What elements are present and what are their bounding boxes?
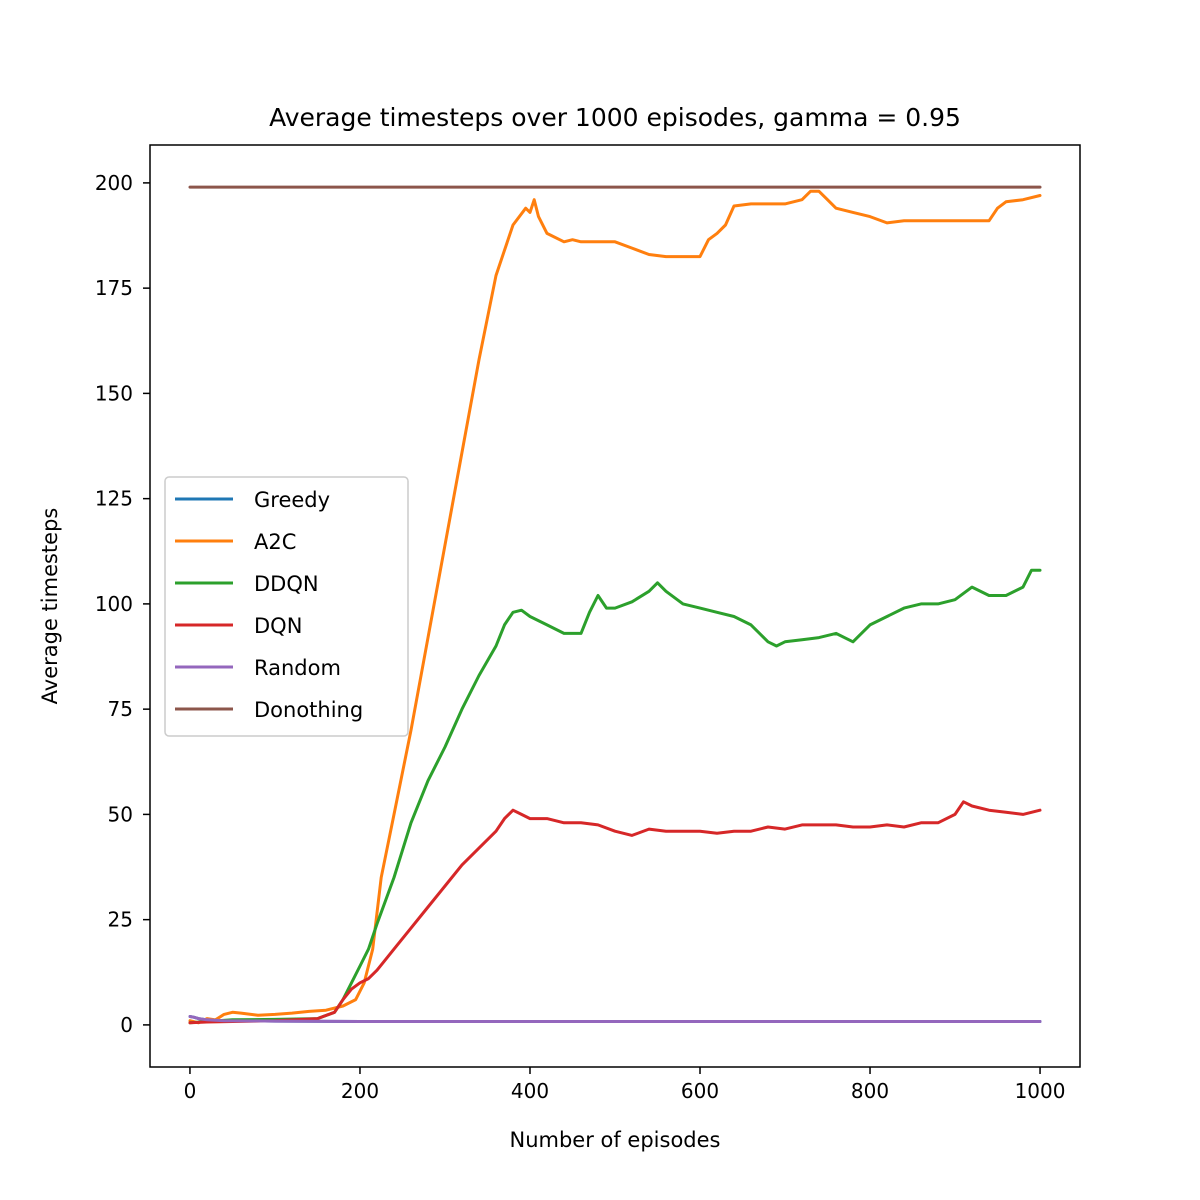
series-line-random [188, 1015, 1042, 1023]
x-tick-label: 1000 [1015, 1079, 1066, 1103]
y-tick-label: 100 [95, 592, 133, 616]
series-line-dqn [188, 800, 1042, 1025]
y-tick-label: 200 [95, 171, 133, 195]
legend-label-a2c: A2C [254, 530, 296, 554]
y-tick-label: 150 [95, 381, 133, 405]
legend: Greedy A2C DDQN DQN Random Donothing [164, 476, 409, 737]
x-tick-label: 800 [851, 1079, 889, 1103]
x-tick-label: 0 [184, 1079, 197, 1103]
y-tick-label: 50 [108, 802, 133, 826]
y-tick-label: 25 [108, 908, 133, 932]
legend-label-ddqn: DDQN [254, 572, 319, 596]
x-axis-ticks: 0 200 400 600 800 1000 [184, 1067, 1066, 1103]
x-axis-label: Number of episodes [509, 1128, 720, 1152]
legend-label-dqn: DQN [254, 614, 302, 638]
y-axis-label: Average timesteps [38, 508, 62, 705]
legend-label-greedy: Greedy [254, 488, 330, 512]
y-axis-ticks: 0 25 50 75 100 125 150 175 200 [95, 171, 150, 1037]
y-tick-label: 75 [108, 697, 133, 721]
x-tick-label: 200 [341, 1079, 379, 1103]
chart-title: Average timesteps over 1000 episodes, ga… [269, 103, 961, 132]
y-tick-label: 125 [95, 487, 133, 511]
series-line-a2c [188, 189, 1042, 1025]
x-tick-label: 600 [681, 1079, 719, 1103]
plot-frame [149, 144, 1081, 1068]
plot-lines [188, 185, 1042, 1025]
legend-label-random: Random [254, 656, 341, 680]
legend-label-donothing: Donothing [254, 698, 363, 722]
y-tick-label: 175 [95, 276, 133, 300]
series-line-ddqn [188, 568, 1042, 1025]
x-tick-label: 400 [511, 1079, 549, 1103]
y-tick-label: 0 [120, 1013, 133, 1037]
